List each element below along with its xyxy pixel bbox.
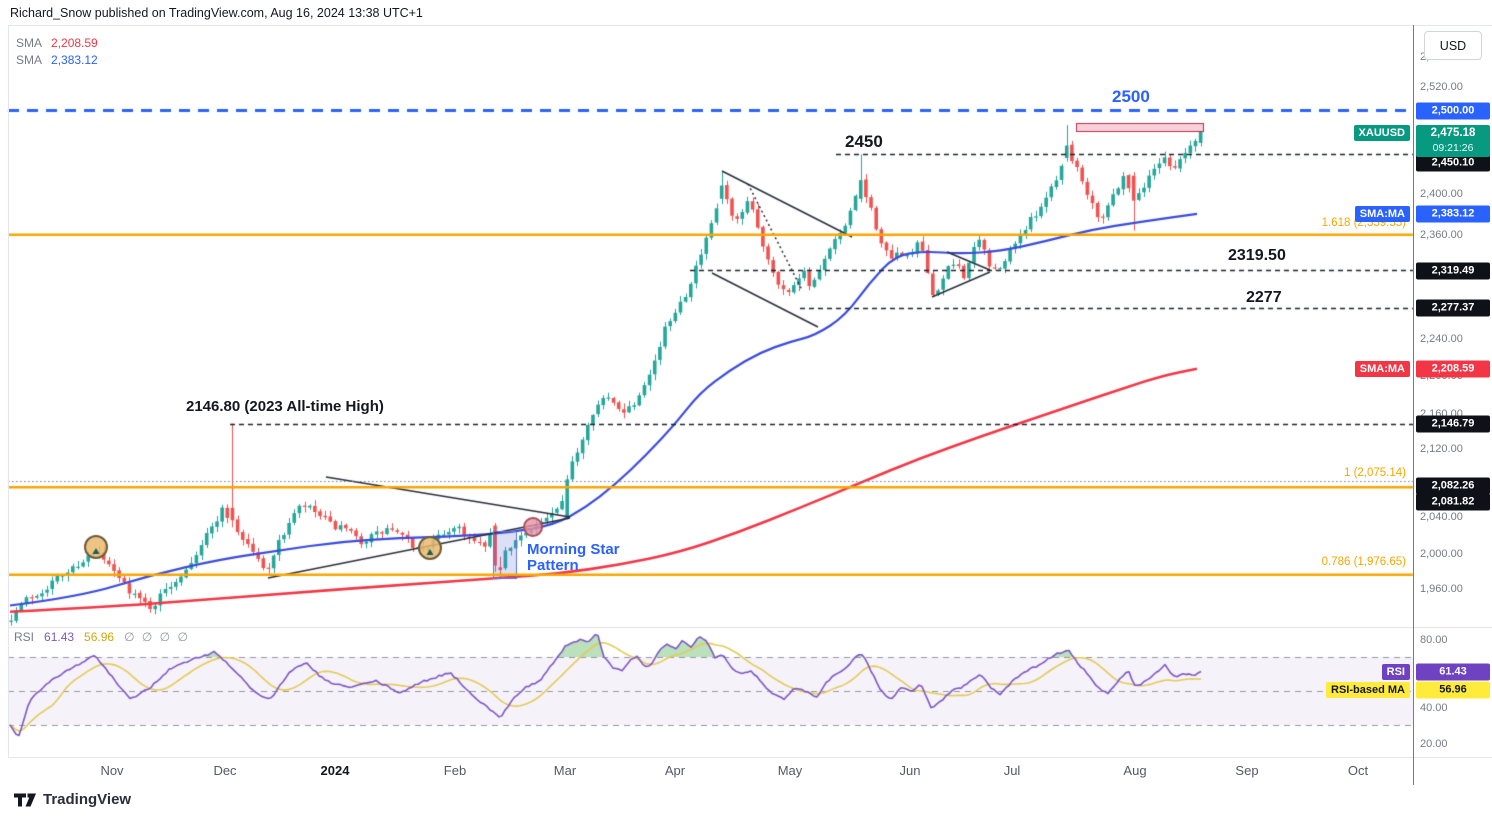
- indicator-legend: SMA 2,208.59 SMA 2,383.12: [16, 34, 98, 68]
- price-badge: 2,081.82: [1416, 493, 1490, 511]
- price-badge: 61.43: [1416, 663, 1490, 681]
- price-tick: 2,400.00: [1420, 188, 1463, 200]
- price-tick: 1,960.00: [1420, 583, 1463, 595]
- floating-badge: RSI-based MA: [1326, 682, 1410, 698]
- month-label[interactable]: Apr: [664, 763, 686, 778]
- fib-level-label: 1 (2,075.14): [1343, 467, 1406, 479]
- price-badge: 2,277.37: [1416, 299, 1490, 317]
- time-axis-border: [8, 757, 1492, 758]
- sma-legend-label: SMA: [16, 35, 43, 50]
- floating-badge: RSI: [1381, 664, 1410, 680]
- price-tick: 2,000.00: [1420, 548, 1463, 560]
- price-badge: 2,450.10: [1416, 154, 1490, 172]
- month-label[interactable]: Jun: [899, 763, 921, 778]
- empty-set-icons: ∅ ∅ ∅ ∅: [124, 630, 190, 644]
- price-badge: 2,383.12: [1416, 205, 1490, 223]
- sma-legend-row: SMA 2,383.12: [16, 51, 98, 68]
- month-label[interactable]: Nov: [100, 763, 124, 778]
- sma-legend-row: SMA 2,208.59: [16, 34, 98, 51]
- price-badge: 56.96: [1416, 681, 1490, 699]
- fib-level-label: 0.786 (1,976.65): [1321, 556, 1406, 568]
- month-label[interactable]: Aug: [1123, 763, 1147, 778]
- month-label[interactable]: Mar: [553, 763, 577, 778]
- currency-scale-button[interactable]: USD: [1424, 31, 1482, 60]
- price-badge: 2,500.00: [1416, 102, 1490, 120]
- top-frame-line: [8, 25, 1492, 26]
- price-badge: 2,146.79: [1416, 415, 1490, 433]
- price-axis-separator[interactable]: [1413, 25, 1414, 785]
- rsi-tick: 40.00: [1420, 702, 1448, 714]
- price-tick: 2,360.00: [1420, 229, 1463, 241]
- rsi-ma-value: 56.96: [84, 630, 115, 644]
- chart-annotation: 2450: [845, 132, 883, 151]
- floating-badge: SMA:MA: [1354, 361, 1410, 377]
- month-label[interactable]: Oct: [1347, 763, 1369, 778]
- tradingview-logo[interactable]: TradingView: [14, 791, 131, 808]
- rsi-legend: RSI 61.43 56.96 ∅ ∅ ∅ ∅: [14, 630, 190, 644]
- chart-annotation: 2146.80 (2023 All-time High): [186, 398, 384, 415]
- last-price-badge: 2,475.18 09:21:26: [1416, 125, 1490, 157]
- chart-annotation: 2277: [1246, 289, 1282, 306]
- last-price-value: 2,475.18: [1430, 127, 1476, 139]
- floating-badge: XAUUSD: [1353, 125, 1410, 141]
- month-label[interactable]: May: [777, 763, 803, 778]
- chart-annotation: Morning Star Pattern: [527, 541, 620, 574]
- month-label[interactable]: Jul: [1003, 763, 1021, 778]
- month-label[interactable]: 2024: [320, 763, 350, 778]
- left-frame-line: [8, 25, 9, 757]
- panel-separator: [8, 627, 1492, 628]
- sma-legend-label: SMA: [16, 52, 43, 67]
- price-badge: 2,319.49: [1416, 262, 1490, 280]
- month-label[interactable]: Dec: [213, 763, 237, 778]
- price-badge: 2,082.26: [1416, 477, 1490, 495]
- rsi-tick: 20.00: [1420, 738, 1448, 750]
- tradingview-logo-text: TradingView: [43, 791, 132, 808]
- chart-annotation: 2319.50: [1228, 247, 1286, 264]
- price-tick: 2,040.00: [1420, 511, 1463, 523]
- floating-badge: SMA:MA: [1354, 206, 1410, 222]
- rsi-value: 61.43: [44, 630, 75, 644]
- month-label[interactable]: Feb: [443, 763, 467, 778]
- tradingview-logo-icon: [14, 793, 36, 806]
- price-tick: 2,520.00: [1420, 81, 1463, 93]
- price-badge: 2,208.59: [1416, 360, 1490, 378]
- countdown-timer: 09:21:26: [1432, 142, 1474, 154]
- rsi-tick: 80.00: [1420, 634, 1448, 646]
- rsi-legend-label: RSI: [14, 630, 35, 644]
- sma-legend-value: 2,383.12: [51, 52, 98, 67]
- month-label[interactable]: Sep: [1235, 763, 1259, 778]
- price-tick: 2,120.00: [1420, 443, 1463, 455]
- chart-annotation: 2500: [1112, 87, 1150, 106]
- price-tick: 2,240.00: [1420, 333, 1463, 345]
- sma-legend-value: 2,208.59: [51, 35, 98, 50]
